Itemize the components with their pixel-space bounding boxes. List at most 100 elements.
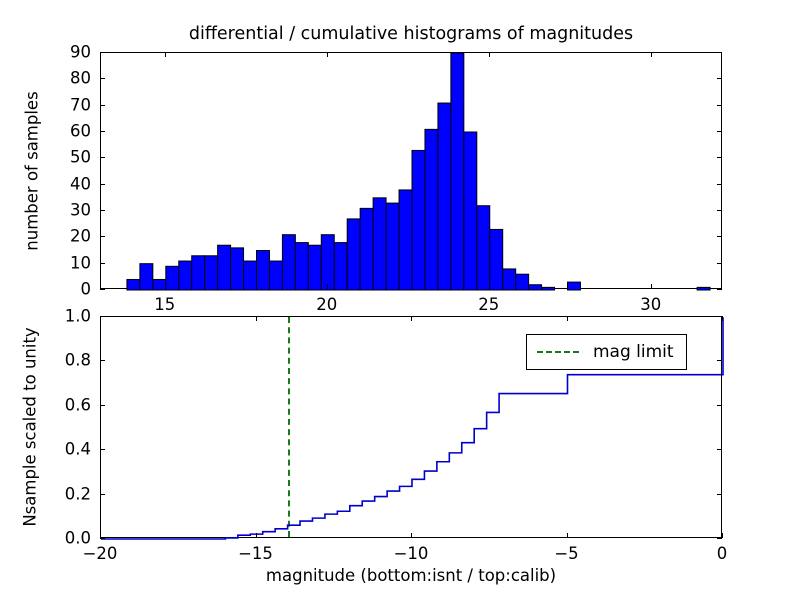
y-tick-label: 0.2 <box>64 484 91 504</box>
y-axis-title-bottom: Nsample scaled to unity <box>20 327 40 527</box>
y-tick-label: 30 <box>70 200 91 220</box>
histogram-bar <box>346 218 361 291</box>
x-tick-mark <box>722 533 723 538</box>
y-tick-mark <box>100 52 105 53</box>
x-tick-label: −5 <box>554 544 579 563</box>
x-tick-mark <box>164 52 166 57</box>
x-tick-mark <box>411 316 412 321</box>
histogram-bar <box>268 260 283 291</box>
histogram-bar <box>424 128 439 291</box>
histogram-bar <box>398 189 413 291</box>
y-tick-mark <box>717 538 722 539</box>
histogram-bar <box>450 52 465 291</box>
x-tick-label: 25 <box>478 295 500 314</box>
y-tick-label: 40 <box>70 174 91 194</box>
y-tick-mark <box>717 289 722 290</box>
x-tick-label: 30 <box>640 295 662 314</box>
histogram-bar <box>256 250 270 291</box>
y-axis-title-top: number of samples <box>22 90 42 251</box>
y-tick-label: 80 <box>70 68 91 88</box>
y-tick-mark <box>717 236 722 238</box>
y-tick-mark <box>100 157 105 159</box>
x-tick-mark <box>411 533 412 538</box>
histogram-bar <box>411 149 426 291</box>
x-tick-mark <box>100 316 101 321</box>
histogram-bar <box>696 286 711 291</box>
y-tick-label: 60 <box>70 121 91 141</box>
histogram-bar <box>165 265 180 291</box>
cdf-step-curve <box>101 317 724 540</box>
x-tick-mark <box>722 316 723 321</box>
y-tick-mark <box>100 449 105 451</box>
x-tick-label: 15 <box>154 295 176 314</box>
cdf-path <box>101 317 724 540</box>
histogram-bar <box>243 260 258 291</box>
y-tick-label: 20 <box>70 226 91 246</box>
y-tick-label: 0.0 <box>64 528 91 548</box>
histogram-bar <box>217 244 232 291</box>
mag-limit-dash-icon <box>537 351 579 353</box>
y-tick-mark <box>100 210 105 211</box>
histogram-bar <box>320 234 335 291</box>
y-tick-mark <box>100 538 105 539</box>
histogram-bar <box>567 281 581 291</box>
y-tick-mark <box>717 493 722 495</box>
y-tick-label: 70 <box>70 95 91 115</box>
x-tick-label: 0 <box>716 544 728 563</box>
histogram-plot-area <box>126 52 711 291</box>
y-tick-mark <box>717 157 722 159</box>
x-tick-mark <box>488 284 490 289</box>
histogram-bar <box>139 263 154 291</box>
legend-label-mag-limit: mag limit <box>593 342 674 362</box>
histogram-bar <box>191 255 206 291</box>
legend: mag limit <box>526 334 687 370</box>
y-tick-mark <box>717 262 722 264</box>
histogram-bar <box>515 273 530 291</box>
y-tick-mark <box>100 262 105 264</box>
y-tick-label: 10 <box>70 253 91 273</box>
histogram-bar <box>333 242 348 291</box>
histogram-bar <box>359 207 374 291</box>
histogram-bar <box>281 234 296 291</box>
y-tick-mark <box>717 183 722 185</box>
y-tick-mark <box>717 449 722 451</box>
x-tick-mark <box>650 284 652 289</box>
x-tick-mark <box>255 533 257 538</box>
y-tick-label: 0.4 <box>64 439 91 459</box>
histogram-bar <box>204 255 219 291</box>
mag-limit-vline <box>287 317 290 537</box>
x-axis-title-bottom: magnitude (bottom:isnt / top:calib) <box>265 566 557 585</box>
histogram-bar <box>126 278 141 291</box>
histogram-bar <box>307 244 322 291</box>
y-tick-mark <box>100 493 105 495</box>
y-tick-mark <box>717 404 722 406</box>
y-tick-mark <box>717 210 722 211</box>
histogram-bar <box>178 260 193 291</box>
y-tick-mark <box>717 131 722 132</box>
y-tick-mark <box>100 183 105 185</box>
x-tick-label: −10 <box>393 544 429 563</box>
histogram-bar <box>385 202 400 291</box>
y-tick-mark <box>717 316 722 317</box>
y-tick-mark <box>100 131 105 132</box>
x-tick-mark <box>326 52 328 57</box>
x-tick-mark <box>566 533 568 538</box>
x-tick-label: −20 <box>82 544 118 563</box>
y-tick-mark <box>717 78 722 80</box>
histogram-bar <box>528 284 543 291</box>
histogram-bar <box>372 197 387 291</box>
histogram-bar <box>489 228 504 291</box>
page-title: differential / cumulative histograms of … <box>188 24 634 44</box>
y-tick-label: 50 <box>70 147 91 167</box>
y-tick-mark <box>717 360 722 362</box>
y-tick-label: 90 <box>70 42 91 62</box>
y-tick-label: 0 <box>80 279 92 299</box>
y-tick-label: 1.0 <box>64 306 91 326</box>
histogram-bar <box>476 205 491 291</box>
x-tick-label: 20 <box>316 295 338 314</box>
histogram-bar <box>463 131 478 291</box>
x-tick-mark <box>488 52 490 57</box>
x-tick-mark <box>326 284 328 289</box>
histogram-bar <box>230 247 245 291</box>
